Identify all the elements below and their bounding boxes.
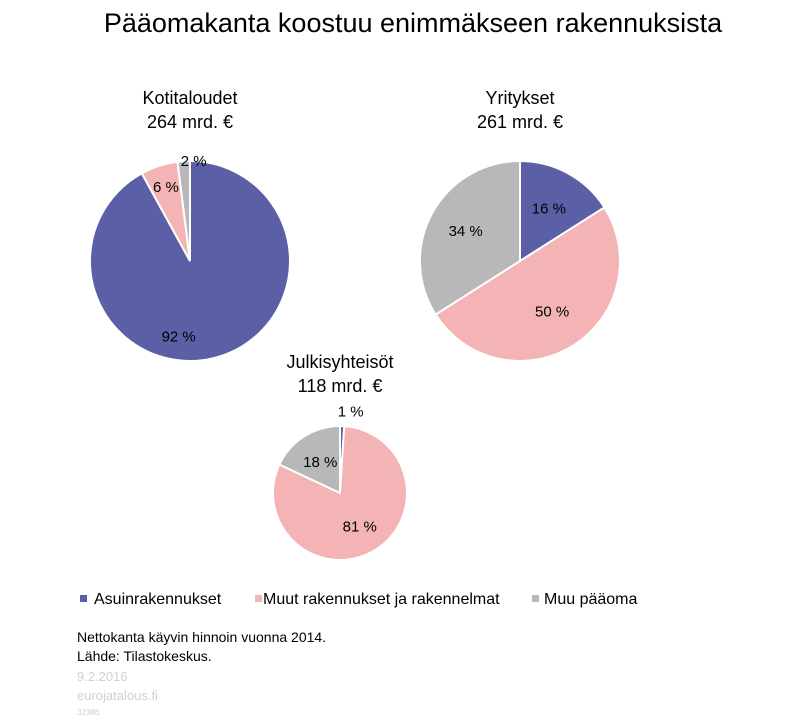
pie-subtitle-julkisyhteisot: 118 mrd. € [298,376,383,396]
pie-slice-label-muu-paaoma: 34 % [449,223,483,240]
pie-title-kotitaloudet: Kotitaloudet [142,88,237,108]
pie-chart-kotitaloudet: Kotitaloudet 264 mrd. € 92 % 6 %2 % [89,88,291,362]
pie-slice-label-muut-rakennukset: 6 % [153,179,179,196]
pie-slice-label-muu-paaoma: 2 % [181,153,207,170]
chart-main-title: Pääomakanta koostuu enimmäkseen rakennuk… [104,8,723,38]
pie-slice-asuinrakennukset [519,159,606,263]
pie-slice-muu-paaoma [278,424,341,495]
pie-slice-label-muu-paaoma: 18 % [303,454,337,471]
chart-id-text: 32386 [77,708,100,717]
legend-swatch-asuinrakennukset [80,595,87,602]
pie-chart-yritykset: Yritykset 261 mrd. € 16 % 50 % 34 % [419,88,621,362]
chart-legend: Asuinrakennukset Muut rakennukset ja rake… [80,591,637,608]
pie-slice-label-muut-rakennukset: 50 % [535,304,569,321]
pie-slice-label-asuinrakennukset: 16 % [532,200,566,217]
pie-title-julkisyhteisot: Julkisyhteisöt [286,352,393,372]
legend-swatch-muu-paaoma [532,595,539,602]
pie-slice-label-muut-rakennukset: 81 % [343,518,377,535]
pie-slice-muu-paaoma [419,159,521,316]
pie-title-yritykset: Yritykset [485,88,554,108]
pie-slice-muu-paaoma [176,159,191,262]
legend-swatch-muut-rakennukset [255,595,262,602]
legend-label-muu-paaoma: Muu pääoma [544,591,637,608]
pie-subtitle-kotitaloudet: 264 mrd. € [147,112,233,132]
source-text: Lähde: Tilastokeskus. [77,648,212,664]
pie-slice-label-asuinrakennukset: 92 % [162,328,196,345]
pie-chart-julkisyhteisot: Julkisyhteisöt 118 mrd. € 1 % 81 % 18 % [272,352,408,561]
date-text: 9.2.2016 [77,669,128,684]
footnote-text: Nettokanta käyvin hinnoin vuonna 2014. [77,629,327,645]
legend-label-muut-rakennukset: Muut rakennukset ja rakennelmat [263,591,500,608]
legend-label-asuinrakennukset: Asuinrakennukset [94,591,222,608]
pie-slice-label-asuinrakennukset: 1 % [338,403,364,420]
pie-slice-muut-rakennukset [434,206,621,362]
pie-subtitle-yritykset: 261 mrd. € [477,112,563,132]
site-text: eurojatalous.fi [77,688,158,703]
